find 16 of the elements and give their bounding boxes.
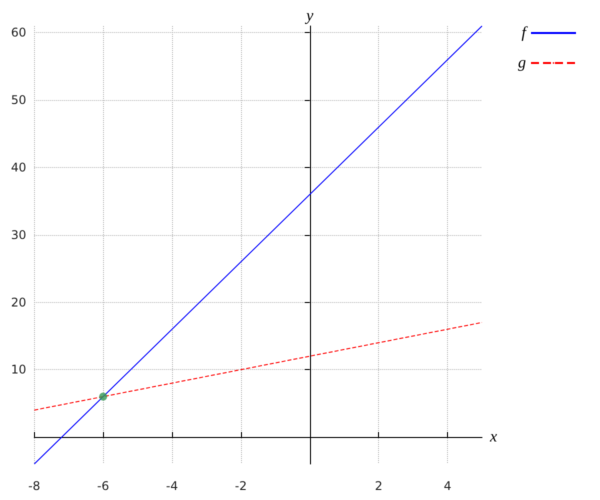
y-tick-label: 50 [10,93,26,108]
y-tick-label: 20 [10,295,26,310]
x-tick-label: 4 [444,479,452,493]
y-tick-label: 60 [10,26,26,40]
y-tick-label: 10 [10,362,26,377]
x-tick-label: -2 [234,479,247,493]
x-axis-title: x [489,428,498,446]
x-tick-label: -4 [166,479,178,493]
x-tick-label: 2 [374,479,382,493]
legend-label: f [522,24,529,42]
x-tick-label: -6 [97,479,110,493]
y-tick-label: 30 [10,228,26,242]
y-tick-label: 40 [10,160,26,175]
legend-label: g [518,54,526,72]
y-axis-title: y [304,8,314,24]
x-tick-label: -8 [28,479,40,493]
